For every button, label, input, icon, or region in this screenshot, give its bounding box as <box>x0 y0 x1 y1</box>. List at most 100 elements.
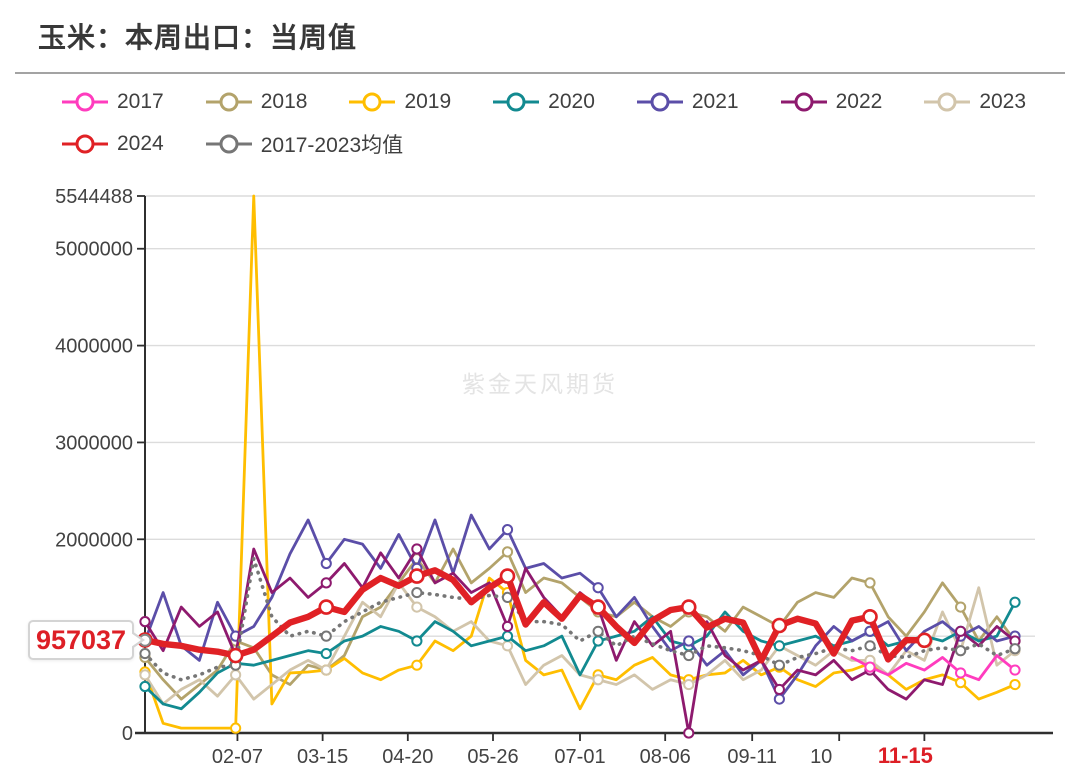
series-marker-2018 <box>864 577 876 589</box>
legend-line-circle-icon <box>349 92 396 112</box>
series-marker-2023 <box>139 669 151 681</box>
series-marker-2021 <box>592 582 604 594</box>
series-marker-2017-2023均值 <box>592 625 604 637</box>
legend-label: 2022 <box>835 90 883 113</box>
series-marker-2023 <box>592 674 604 686</box>
legend-row: 2024 2017-2023均值 <box>62 126 1026 162</box>
legend-line-circle-icon <box>62 134 108 154</box>
series-marker-2017-2023均值 <box>501 591 514 604</box>
series-line-2017-2023均值 <box>143 556 1017 682</box>
series-marker-2017 <box>864 661 876 673</box>
legend-item-2024[interactable]: 2024 <box>62 132 164 156</box>
series-marker-2021 <box>320 557 332 570</box>
series-marker-2019 <box>411 659 423 671</box>
series-marker-2024 <box>499 568 516 584</box>
legend-line-circle-icon <box>62 92 108 112</box>
series-line-2022 <box>143 547 1017 735</box>
series-marker-2020 <box>411 635 423 647</box>
y-axis-label: 0 <box>122 723 133 745</box>
legend-line-circle-icon <box>205 92 252 112</box>
x-axis-label: 08-06 <box>640 746 691 768</box>
legend-label: 2019 <box>404 90 452 113</box>
legend-item-2023[interactable]: 2023 <box>924 90 1026 114</box>
series-marker-2023 <box>411 601 423 613</box>
legend-item-2017[interactable]: 2017 <box>62 90 164 114</box>
series-marker-2022 <box>955 625 967 637</box>
series-marker-2017-2023均值 <box>773 659 785 671</box>
series-marker-2021 <box>501 524 514 536</box>
x-axis-label: 03-15 <box>297 746 348 768</box>
series-marker-2018 <box>955 601 967 613</box>
y-axis-label: 4000000 <box>55 336 133 358</box>
x-axis-label: 07-01 <box>554 746 605 768</box>
page-title: 玉米：本周出口：当周值 <box>38 23 358 54</box>
series-marker-2024 <box>318 599 335 615</box>
y-axis-label: 5000000 <box>55 239 133 261</box>
series-line-2024 <box>141 567 928 664</box>
y-axis-label: 5544488 <box>55 186 133 208</box>
series-marker-2023 <box>501 640 514 652</box>
series-marker-2020 <box>320 647 332 660</box>
legend-item-2017-2023均值[interactable]: 2017-2023均值 <box>205 129 404 159</box>
series-marker-2023 <box>230 669 242 681</box>
legend-item-2019[interactable]: 2019 <box>349 90 451 114</box>
chart-legend: 2017 2018 2019 2020 2021 2022 2023 2024 2017-202… <box>62 84 1026 162</box>
series-marker-2022 <box>773 683 785 696</box>
legend-label: 2020 <box>548 90 595 113</box>
x-axis-label: 11-15 <box>878 743 933 768</box>
legend-label: 2023 <box>979 90 1027 113</box>
series-marker-2022 <box>683 727 695 739</box>
x-axis-label: 10 <box>810 746 832 768</box>
series-marker-2020 <box>1009 596 1021 608</box>
legend-row: 2017 2018 2019 2020 2021 2022 2023 <box>62 84 1026 120</box>
legend-line-circle-icon <box>493 92 540 112</box>
series-marker-2020 <box>501 630 514 642</box>
series-marker-2024 <box>590 599 606 615</box>
series-marker-2024 <box>916 632 933 649</box>
series-marker-2019 <box>955 677 967 689</box>
series-marker-2017-2023均值 <box>139 647 151 660</box>
series-marker-2022 <box>139 616 151 628</box>
legend-line-circle-icon <box>780 92 827 112</box>
series-marker-2021 <box>773 693 785 705</box>
legend-label: 2018 <box>260 90 308 113</box>
legend-label: 2017 <box>117 90 164 113</box>
series-line-2017 <box>850 654 1017 682</box>
x-axis-label: 04-20 <box>382 746 433 768</box>
series-marker-2017-2023均值 <box>955 645 967 657</box>
series-marker-2021 <box>683 635 695 647</box>
series-marker-2020 <box>773 640 785 652</box>
series-marker-2018 <box>501 546 514 558</box>
series-marker-2017-2023均值 <box>1009 643 1021 655</box>
series-marker-2019 <box>1009 678 1021 691</box>
series-marker-2019 <box>230 722 242 734</box>
series-marker-2017-2023均值 <box>864 640 876 652</box>
series-marker-2020 <box>139 680 151 693</box>
series-marker-2022 <box>411 543 423 555</box>
legend-label: 2024 <box>117 132 164 155</box>
series-marker-2024 <box>409 568 425 584</box>
series-marker-2020 <box>592 635 604 647</box>
series-marker-2023 <box>683 678 695 691</box>
legend-item-2022[interactable]: 2022 <box>780 90 883 114</box>
series-marker-2024 <box>680 599 697 615</box>
legend-label: 2017-2023均值 <box>260 134 404 157</box>
series-marker-2017-2023均值 <box>683 649 695 662</box>
title-divider <box>15 72 1065 74</box>
series-marker-2017 <box>955 667 967 679</box>
x-axis-label: 05-26 <box>467 746 518 768</box>
series-marker-2024 <box>227 647 244 664</box>
legend-item-2020[interactable]: 2020 <box>493 90 595 114</box>
legend-item-2021[interactable]: 2021 <box>636 90 739 114</box>
y-axis-label: 3000000 <box>55 432 133 454</box>
y-axis-label: 2000000 <box>55 529 133 551</box>
x-axis-label: 09-11 <box>727 746 777 768</box>
series-marker-2017 <box>1009 664 1021 676</box>
x-axis-label: 02-07 <box>212 746 263 768</box>
value-callout-text: 957037 <box>35 624 127 655</box>
series-marker-2017-2023均值 <box>320 630 332 642</box>
series-marker-2024 <box>862 608 878 625</box>
legend-item-2018[interactable]: 2018 <box>205 90 308 114</box>
legend-label: 2021 <box>691 90 739 113</box>
series-marker-2017-2023均值 <box>411 586 423 599</box>
